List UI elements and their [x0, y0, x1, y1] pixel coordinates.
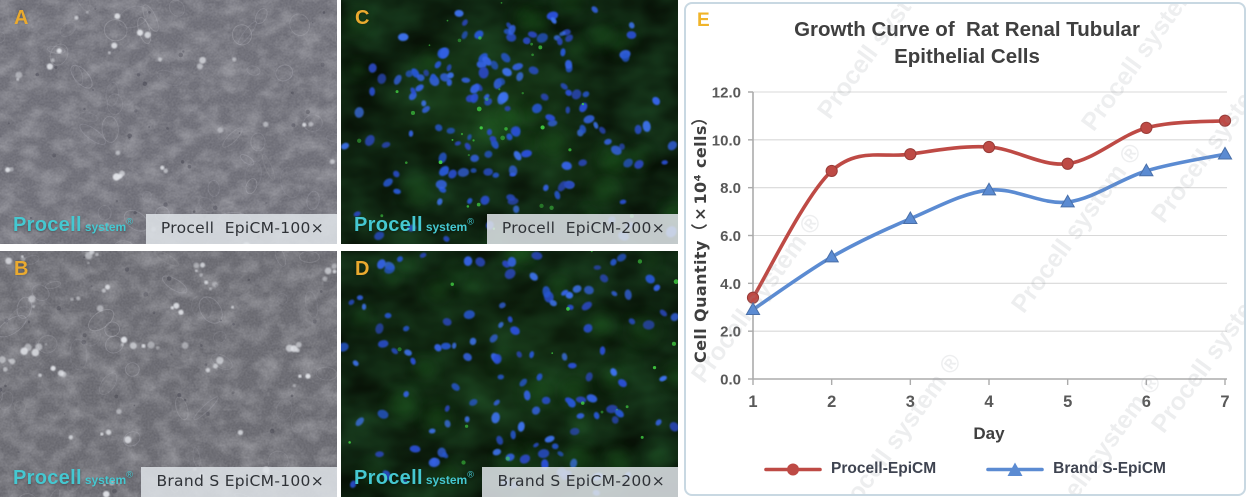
- procell-logo-watermark: Procell system®: [13, 214, 133, 236]
- registered-mark: ®: [467, 469, 474, 480]
- procell-logo-watermark: Procell system®: [13, 467, 133, 489]
- panel-label-d: D: [355, 258, 370, 280]
- legend-item-procell-epicm: Procell-EpiCM: [764, 460, 936, 478]
- growth-curve-panel-e: E Growth Curve of Rat Renal Tubular Epit…: [684, 2, 1246, 496]
- legend-marker-red-circle: [764, 463, 822, 475]
- panel-caption-c: Procell EpiCM-200×: [486, 214, 678, 244]
- legend-marker-blue-triangle: [986, 462, 1044, 476]
- x-axis-title: Day: [973, 424, 1005, 443]
- svg-text:2.0: 2.0: [720, 324, 741, 341]
- y-axis-title: Cell Quantity（×10⁴ cells）: [691, 108, 710, 364]
- svg-text:0.0: 0.0: [720, 372, 741, 389]
- micrograph-panel-a: A Procell system® Procell EpiCM-100×: [0, 0, 337, 244]
- fluorescence-image-c: [341, 0, 678, 244]
- phase-contrast-image-b: [0, 251, 337, 497]
- panel-label-e: E: [697, 10, 710, 31]
- legend-label: Procell-EpiCM: [831, 460, 937, 477]
- phase-contrast-image-a: [0, 0, 337, 244]
- micrograph-panel-c: C Procell system® Procell EpiCM-200×: [341, 0, 678, 244]
- panel-caption-b: Brand S EpiCM-100×: [141, 467, 337, 497]
- svg-text:4: 4: [984, 393, 994, 411]
- legend-label: Brand S-EpiCM: [1053, 460, 1166, 477]
- legend-item-brand-s-epicm: Brand S-EpiCM: [986, 460, 1166, 478]
- panel-caption-d: Brand S EpiCM-200×: [482, 467, 678, 497]
- panel-caption-a: Procell EpiCM-100×: [145, 214, 337, 244]
- registered-mark: ®: [467, 216, 474, 227]
- chart-legend: Procell-EpiCM Brand S-EpiCM: [686, 460, 1244, 478]
- growth-curve-chart: 0.0 2.0 4.0 6.0 8.0 10.0 12.0 1 2 3 4 5 6 7: [712, 85, 1233, 411]
- svg-text:3: 3: [906, 393, 915, 411]
- fluorescence-image-d: [341, 251, 678, 497]
- svg-text:1: 1: [748, 393, 757, 411]
- svg-text:4.0: 4.0: [720, 276, 741, 293]
- panel-label-c: C: [355, 7, 370, 29]
- svg-text:12.0: 12.0: [712, 85, 741, 102]
- panel-label-b: B: [14, 258, 29, 280]
- micrograph-panel-d: D Procell system® Brand S EpiCM-200×: [341, 251, 678, 497]
- micrograph-panel-b: B Procell system® Brand S EpiCM-100×: [0, 251, 337, 497]
- chart-title: Growth Curve of Rat Renal Tubular Epithe…: [692, 16, 1242, 70]
- svg-text:5: 5: [1063, 393, 1072, 411]
- svg-text:10.0: 10.0: [712, 132, 741, 149]
- registered-mark: ®: [126, 216, 133, 227]
- panel-label-a: A: [14, 7, 29, 29]
- svg-text:8.0: 8.0: [720, 180, 741, 197]
- svg-text:7: 7: [1220, 393, 1229, 411]
- chart-title-line-2: Epithelial Cells: [894, 45, 1040, 68]
- procell-logo-watermark: Procell system®: [354, 467, 474, 489]
- procell-logo-watermark: Procell system®: [354, 214, 474, 236]
- chart-title-line-1: Growth Curve of Rat Renal Tubular: [794, 18, 1140, 41]
- svg-text:6.0: 6.0: [720, 228, 741, 245]
- registered-mark: ®: [126, 469, 133, 480]
- svg-text:6: 6: [1142, 393, 1151, 411]
- svg-text:2: 2: [827, 393, 836, 411]
